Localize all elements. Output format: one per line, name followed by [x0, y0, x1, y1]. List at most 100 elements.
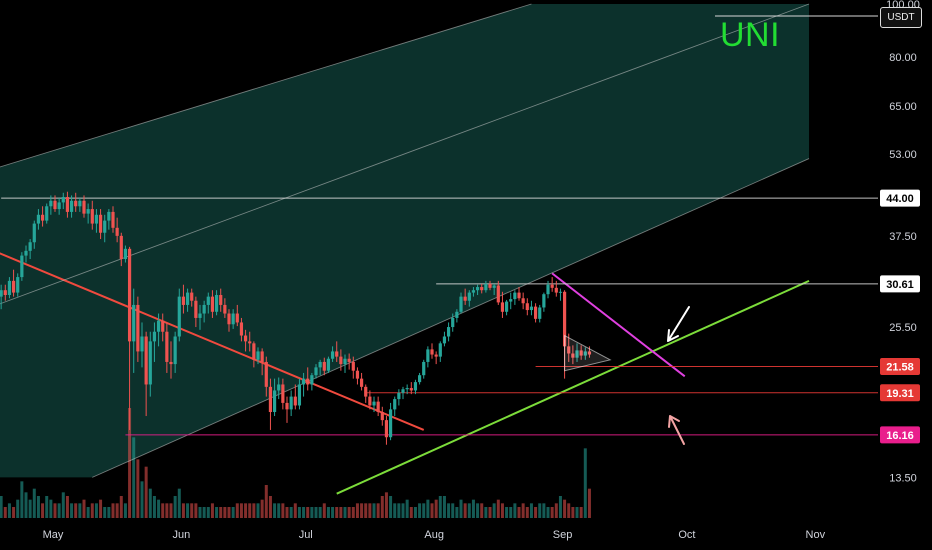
candle: [430, 343, 434, 359]
candle-body: [32, 223, 36, 243]
candle-body: [558, 291, 563, 293]
price-tick-label: 53.00: [889, 149, 917, 161]
candle: [214, 290, 219, 316]
volume-bar: [335, 507, 339, 518]
candle-body: [214, 295, 219, 312]
volume-bar: [554, 503, 558, 518]
candle-body: [49, 200, 53, 207]
volume-bar: [115, 503, 119, 518]
candle: [301, 372, 306, 397]
candle-body: [480, 287, 484, 291]
candle-body: [152, 331, 157, 342]
candle: [567, 333, 571, 362]
candle-body: [103, 220, 107, 233]
candle: [500, 291, 505, 318]
volume-bar: [563, 499, 567, 518]
candle: [53, 195, 57, 212]
candle-body: [339, 356, 343, 365]
candle-body: [542, 294, 546, 308]
volume-bar: [194, 503, 198, 518]
candle: [525, 298, 529, 316]
candle: [368, 390, 372, 410]
candle-body: [376, 401, 380, 413]
candle: [98, 209, 103, 240]
candle-body: [446, 327, 451, 337]
candle-body: [413, 382, 418, 391]
candle-body: [198, 313, 202, 318]
candle-body: [364, 386, 368, 397]
candle: [384, 416, 389, 445]
candle: [243, 329, 248, 352]
volume-bar: [78, 503, 82, 518]
volume-bar: [82, 499, 86, 518]
time-tick-label: Jun: [173, 529, 191, 541]
candle-body: [281, 384, 285, 403]
candle-body: [351, 361, 355, 371]
candle-body: [500, 302, 505, 312]
candle-body: [459, 296, 463, 312]
candle-body: [235, 313, 239, 323]
candle-body: [11, 280, 16, 293]
candle-body: [550, 284, 554, 288]
volume-bar: [326, 507, 330, 518]
volume-bar: [256, 503, 260, 518]
candle-body: [384, 420, 389, 438]
candle-body: [517, 292, 521, 299]
candle-body: [268, 386, 273, 413]
price-tag-label: 44.00: [886, 193, 914, 205]
candle-body: [314, 367, 318, 376]
candle: [11, 269, 16, 297]
volume-bar: [471, 499, 475, 518]
volume-bar: [434, 499, 438, 518]
volume-bar: [181, 503, 185, 518]
candle-body: [293, 396, 297, 406]
price-tag-label: 30.61: [886, 279, 914, 291]
volume-bar: [484, 507, 488, 518]
candle: [36, 209, 41, 230]
candle-body: [53, 200, 57, 210]
currency-badge[interactable]: USDT: [880, 7, 922, 28]
price-tick-label: 100.00: [886, 0, 920, 11]
candle: [355, 367, 360, 385]
volume-bar: [318, 507, 322, 518]
candle: [40, 206, 45, 227]
candle-body: [509, 299, 513, 302]
candle: [446, 322, 451, 342]
candle: [484, 280, 488, 293]
candle-body: [61, 197, 65, 203]
candle-body: [45, 206, 49, 221]
candle: [16, 273, 20, 297]
candle-body: [422, 361, 426, 376]
candle-body: [190, 292, 194, 301]
channel-inner-2-line: [92, 158, 810, 478]
candle: [310, 372, 314, 391]
candle: [351, 356, 355, 379]
volume-bar: [20, 481, 24, 518]
candle: [3, 284, 7, 301]
volume-bar: [103, 507, 107, 518]
candle-body: [65, 197, 70, 212]
candle-body: [36, 214, 41, 224]
candle-body: [210, 296, 215, 312]
price-tag: 21.58: [880, 357, 920, 375]
volume-bar: [7, 503, 11, 518]
candle-body: [504, 301, 509, 312]
candle: [264, 356, 268, 397]
candle-body: [301, 378, 306, 385]
candle-body: [455, 311, 459, 318]
volume-bar: [372, 503, 376, 518]
channel-upper-line: [0, 3, 532, 168]
candle: [343, 354, 347, 373]
volume-bar: [136, 459, 140, 518]
volume-bar: [227, 507, 231, 518]
volume-bar: [239, 503, 243, 518]
candle-body: [119, 235, 123, 260]
volume-bar: [99, 499, 103, 518]
candle: [285, 396, 289, 423]
candle: [393, 396, 397, 417]
volume-bar: [297, 507, 301, 518]
candle: [256, 347, 260, 365]
candle: [451, 313, 455, 332]
time-tick-label: May: [43, 529, 64, 541]
